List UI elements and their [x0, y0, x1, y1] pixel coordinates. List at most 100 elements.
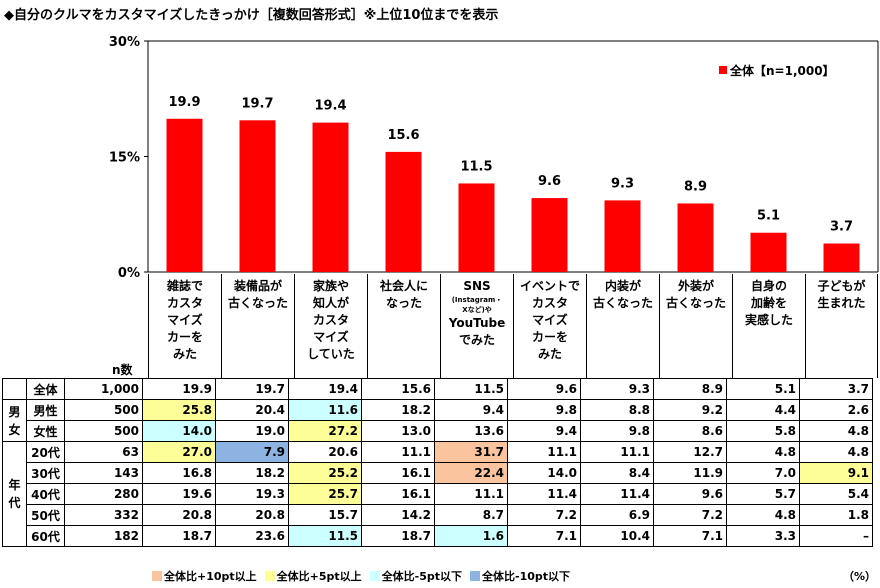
- category-label-line: なった: [385, 296, 422, 310]
- value-cell: 25.8: [142, 399, 216, 421]
- bar: [385, 151, 422, 272]
- value-cell: 19.4: [288, 378, 362, 400]
- value-cell: 8.4: [580, 462, 654, 484]
- value-cell: 12.7: [653, 441, 727, 463]
- bar: [677, 203, 714, 272]
- row-label: 60代: [26, 525, 65, 547]
- n-header: n数: [112, 363, 133, 377]
- bar-value-label: 9.6: [538, 174, 561, 189]
- value-cell: 11.6: [288, 399, 362, 421]
- category-label-line: でみた: [458, 333, 495, 347]
- value-cell: 7.1: [507, 525, 581, 547]
- row-label: 全体: [26, 378, 65, 400]
- category-label-line: カスタ: [312, 313, 349, 327]
- highlight-legend-label: 全体比-10pt以下: [482, 570, 571, 583]
- value-cell: 9.8: [580, 420, 654, 442]
- value-cell: 18.7: [142, 525, 216, 547]
- table-row: 60代 182 18.7 23.6 11.5 18.7 1.6 7.1 10.4 7.1 3.3–: [3, 525, 873, 547]
- category-label-line: 外装が: [677, 279, 714, 293]
- n-cell: 280: [64, 483, 143, 505]
- value-cell: 16.1: [361, 462, 435, 484]
- highlight-legend: 全体比+10pt以上 全体比+5pt以上 全体比-5pt以下 全体比-10pt以下: [152, 568, 578, 584]
- bar: [823, 243, 860, 272]
- bar: [604, 200, 641, 272]
- row-label: 40代: [26, 483, 65, 505]
- table-row: 40代 280 19.6 19.3 25.7 16.1 11.1 11.4 11.4 9.6 5.7…: [3, 483, 873, 505]
- value-cell: 20.8: [142, 504, 216, 526]
- row-label: 女性: [26, 420, 65, 442]
- n-cell: 1,000: [64, 378, 143, 400]
- bar: [166, 118, 203, 273]
- highlight-legend-item: 全体比-10pt以下: [470, 568, 570, 584]
- highlight-legend-label: 全体比-5pt以下: [381, 570, 463, 583]
- category-label-line: マイズ: [167, 313, 203, 327]
- value-cell: 13.6: [434, 420, 508, 442]
- highlight-swatch: [264, 571, 275, 581]
- category-label-line: イベントで: [519, 279, 580, 293]
- y-tick-label: 30%: [109, 35, 140, 50]
- category-label-line: 古くなった: [592, 296, 653, 310]
- value-cell: 20.4: [215, 399, 289, 421]
- value-cell: 9.4: [434, 399, 508, 421]
- category-label: 雑誌で カスタ マイズ カーを みた: [148, 274, 221, 378]
- row-group-label: 男女: [2, 399, 27, 442]
- value-cell: 25.2: [288, 462, 362, 484]
- category-label-line: マイズ: [532, 313, 568, 327]
- value-cell: 23.6: [215, 525, 289, 547]
- value-cell: 20.8: [215, 504, 289, 526]
- bar-value-label: 8.9: [684, 179, 707, 194]
- category-label-line: 社会人に: [379, 279, 428, 293]
- category-label-line: 生まれた: [817, 296, 866, 310]
- category-label-line: 雑誌で: [166, 279, 203, 293]
- value-cell: 10.4: [580, 525, 654, 547]
- category-label: 外装が 古くなった: [659, 274, 732, 378]
- value-cell: 7.9: [215, 441, 289, 463]
- n-cell: 63: [64, 441, 143, 463]
- bar: [239, 120, 276, 272]
- bar: [531, 198, 568, 272]
- highlight-legend-label: 全体比+5pt以上: [276, 570, 362, 583]
- value-cell: 9.6: [653, 483, 727, 505]
- row-label: 50代: [26, 504, 65, 526]
- value-cell: 1.8: [799, 504, 873, 526]
- bar-value-label: 15.6: [387, 128, 419, 143]
- value-cell: 18.2: [361, 399, 435, 421]
- value-cell: 4.8: [726, 441, 800, 463]
- value-cell: 27.0: [142, 441, 216, 463]
- value-cell: 7.2: [507, 504, 581, 526]
- value-cell: 7.0: [726, 462, 800, 484]
- category-label-line: SNS: [463, 279, 491, 293]
- n-cell: 182: [64, 525, 143, 547]
- category-label: 自身の 加齢を 実感した: [732, 274, 805, 378]
- value-cell: 9.8: [507, 399, 581, 421]
- crosstab-table: 全体 1,000 19.9 19.7 19.4 15.6 11.5 9.6 9.3 8.9 5.1 3…: [2, 378, 873, 547]
- category-label: 子どもが 生まれた: [805, 274, 878, 378]
- bar-value-label: 9.3: [611, 176, 634, 191]
- category-label-line: カスタ: [531, 296, 568, 310]
- category-label-line: YouTube: [448, 316, 506, 330]
- y-tick-label: 0%: [118, 266, 140, 280]
- highlight-legend-item: 全体比-5pt以下: [369, 568, 463, 584]
- category-label-line: 装備品が: [233, 279, 282, 293]
- value-cell: 4.8: [799, 420, 873, 442]
- value-cell: 13.0: [361, 420, 435, 442]
- category-label-line: 加齢を: [750, 296, 787, 310]
- category-label: 内装が 古くなった: [586, 274, 659, 378]
- category-label-line: カーを: [531, 330, 568, 344]
- value-cell: 5.4: [799, 483, 873, 505]
- highlight-legend-item: 全体比+10pt以上: [152, 568, 257, 584]
- category-label-line: カーを: [166, 330, 203, 344]
- highlight-legend-item: 全体比+5pt以上: [264, 568, 362, 584]
- value-cell: 19.6: [142, 483, 216, 505]
- value-cell: 16.8: [142, 462, 216, 484]
- value-cell: –: [799, 525, 873, 547]
- value-cell: 11.5: [288, 525, 362, 547]
- value-cell: 19.9: [142, 378, 216, 400]
- bar: [312, 122, 349, 273]
- value-cell: 11.1: [507, 441, 581, 463]
- value-cell: 27.2: [288, 420, 362, 442]
- value-cell: 11.4: [580, 483, 654, 505]
- value-cell: 4.4: [726, 399, 800, 421]
- value-cell: 14.0: [507, 462, 581, 484]
- row-group-label: 年代: [2, 441, 27, 547]
